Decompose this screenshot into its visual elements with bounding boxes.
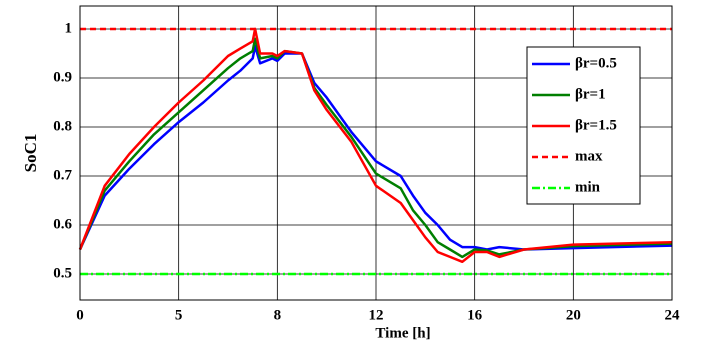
x-tick-label: 0 (76, 307, 84, 323)
x-tick-label: 24 (665, 307, 681, 323)
y-tick-label: 0.5 (53, 265, 72, 281)
legend-label: βr=1.5 (575, 117, 617, 133)
x-tick-label: 20 (566, 307, 581, 323)
y-tick-label: 0.6 (53, 216, 72, 232)
legend-label: βr=0.5 (575, 55, 617, 71)
legend-label: max (575, 148, 603, 164)
legend-label: βr=1 (575, 86, 606, 102)
x-tick-label: 8 (274, 307, 282, 323)
series-line (78, 44, 673, 251)
y-axis-label: SoC1 (21, 134, 40, 173)
y-tick-label: 0.9 (53, 69, 72, 85)
y-tick-label: 0.8 (53, 118, 72, 134)
x-tick-label: 12 (369, 307, 384, 323)
x-axis-label: Time [h] (375, 325, 430, 341)
x-tick-label: 16 (467, 307, 483, 323)
y-tick-label: 0.7 (53, 167, 72, 183)
y-tick-label: 1 (65, 20, 73, 36)
plot-frame (79, 5, 673, 301)
x-tick-label: 5 (175, 307, 183, 323)
legend-label: min (575, 179, 601, 195)
series-line (78, 27, 673, 264)
